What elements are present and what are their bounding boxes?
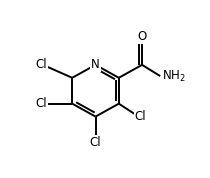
Text: Cl: Cl: [135, 110, 146, 123]
Text: Cl: Cl: [35, 58, 47, 71]
Text: Cl: Cl: [35, 97, 47, 110]
Text: O: O: [138, 30, 147, 43]
Text: Cl: Cl: [90, 136, 101, 149]
Text: N: N: [91, 58, 100, 71]
Text: NH$_2$: NH$_2$: [162, 69, 186, 84]
